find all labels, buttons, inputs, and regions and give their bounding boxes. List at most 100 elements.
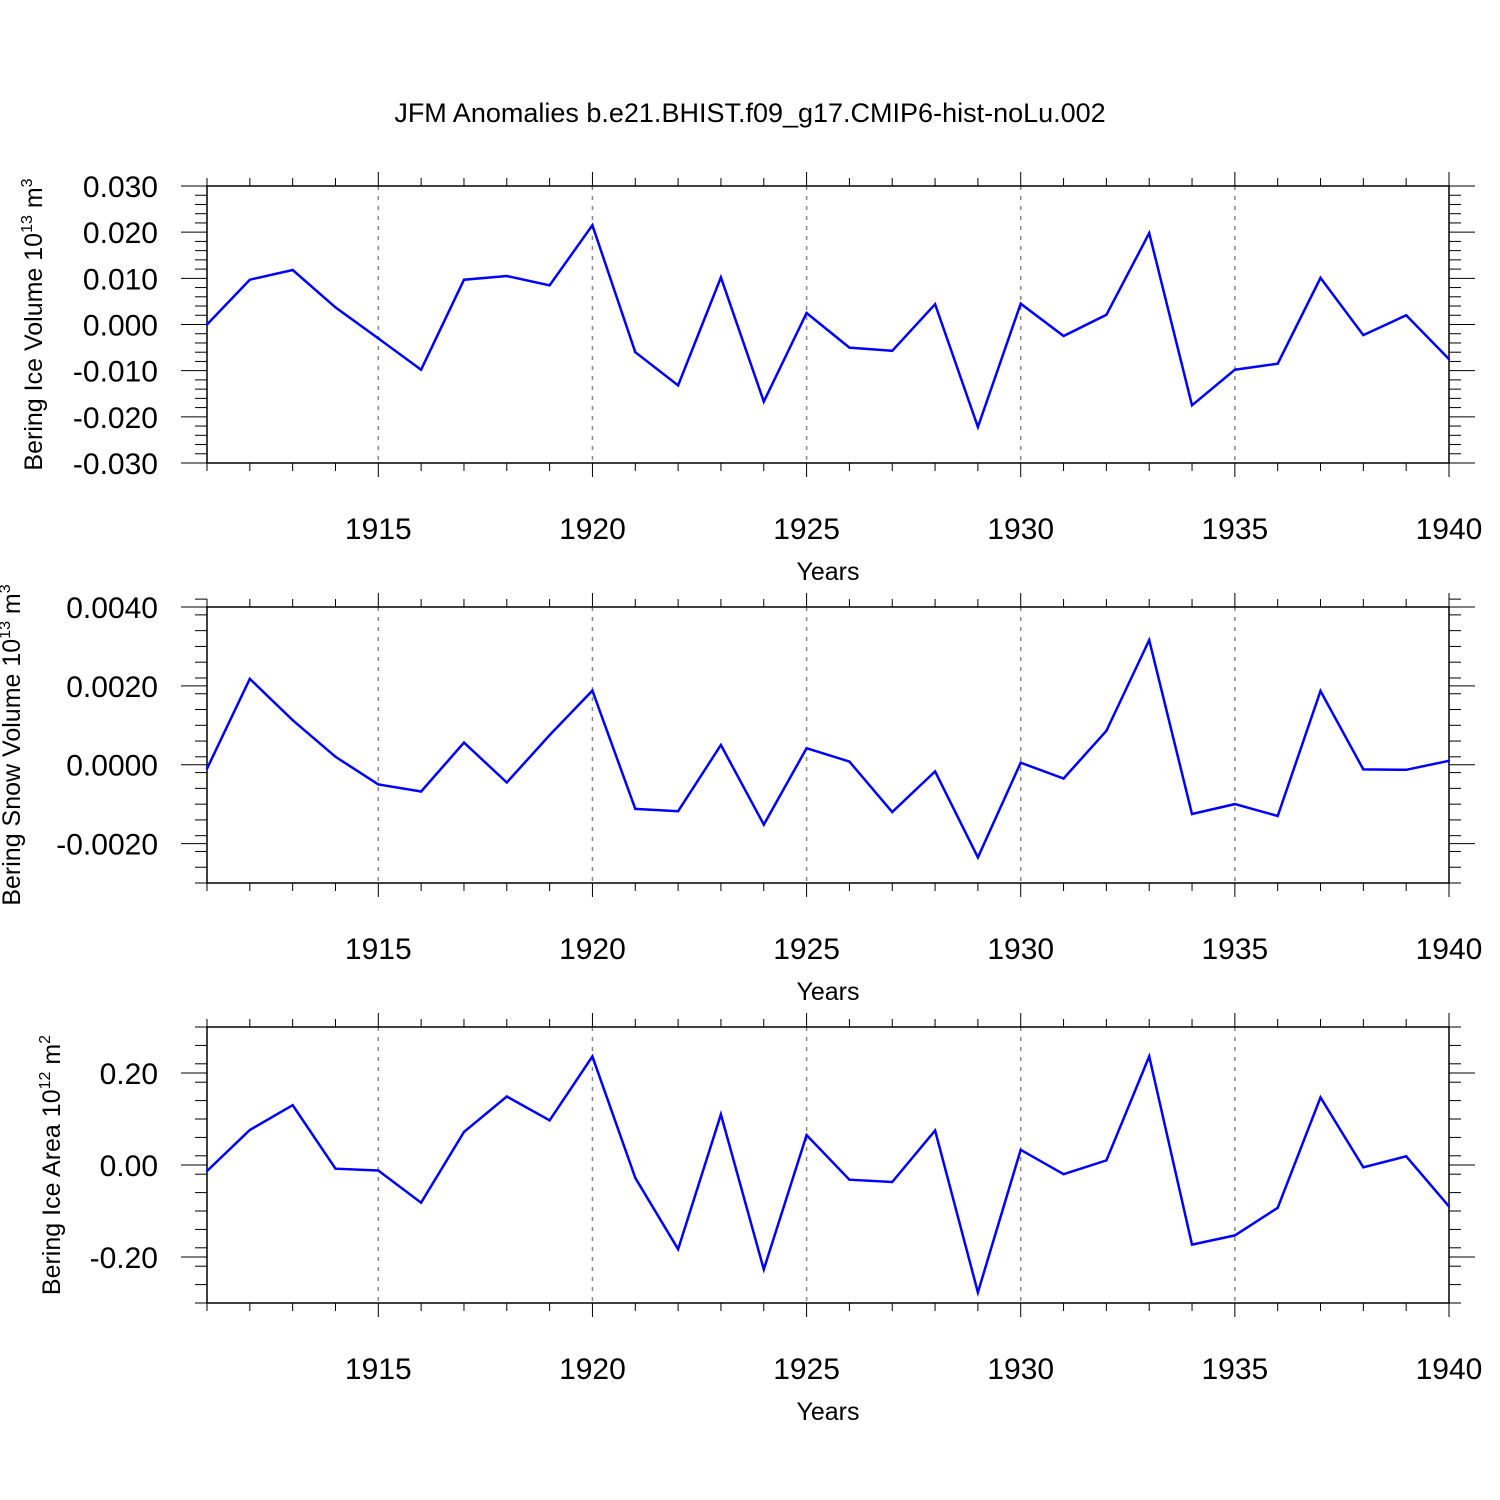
data-point bbox=[505, 274, 508, 278]
data-point bbox=[1362, 333, 1365, 337]
x-tick-label: 1915 bbox=[345, 1353, 412, 1386]
data-point bbox=[548, 733, 551, 737]
data-point bbox=[805, 1133, 808, 1137]
data-point bbox=[505, 1095, 508, 1098]
y-tick-label: 0.0040 bbox=[66, 592, 158, 625]
data-point bbox=[933, 1129, 937, 1132]
data-point bbox=[719, 743, 723, 747]
data-point bbox=[634, 807, 637, 811]
data-point bbox=[634, 351, 637, 354]
data-point bbox=[1319, 1096, 1322, 1099]
data-point bbox=[1062, 1173, 1065, 1176]
x-tick-label: 1915 bbox=[345, 513, 412, 546]
data-point bbox=[591, 1055, 594, 1058]
data-point bbox=[1447, 357, 1451, 361]
data-point bbox=[1276, 362, 1279, 365]
x-tick-label: 1935 bbox=[1201, 933, 1268, 966]
data-point bbox=[205, 1169, 209, 1173]
data-point bbox=[1362, 768, 1365, 771]
y-axis-label: Bering Ice Volume 1013 m3 bbox=[19, 178, 48, 470]
y-tick-label: 0.20 bbox=[100, 1058, 158, 1091]
chart-panel-1: -0.030 -0.020 -0.010 0.000 0.010 0.020 0.030 19… bbox=[19, 171, 1482, 586]
data-point bbox=[205, 767, 209, 770]
x-axis-label: Years bbox=[796, 978, 859, 1006]
data-point bbox=[291, 268, 294, 272]
x-tick-label: 1925 bbox=[773, 513, 840, 546]
data-point bbox=[1319, 276, 1322, 280]
x-tick-label: 1915 bbox=[345, 933, 412, 966]
data-point bbox=[334, 755, 337, 759]
data-point bbox=[291, 718, 294, 722]
data-point bbox=[1148, 231, 1151, 235]
data-point bbox=[591, 689, 594, 692]
y-tick-label: 0.0000 bbox=[66, 750, 158, 783]
x-tick-label: 1930 bbox=[987, 1353, 1054, 1386]
data-point bbox=[976, 856, 980, 859]
y-tick-label: -0.030 bbox=[73, 448, 158, 481]
x-tick-label: 1925 bbox=[773, 933, 840, 966]
y-axis-label: Bering Ice Area 1012 m2 bbox=[37, 1035, 66, 1295]
data-point bbox=[591, 224, 594, 227]
x-tick-label: 1940 bbox=[1416, 1353, 1483, 1386]
data-point bbox=[1019, 302, 1022, 305]
data-point bbox=[462, 741, 466, 744]
x-axis-label: Years bbox=[796, 1398, 859, 1426]
data-point bbox=[1062, 777, 1065, 780]
data-point bbox=[719, 1113, 723, 1116]
data-point bbox=[1362, 1166, 1365, 1169]
data-point bbox=[334, 1167, 337, 1170]
data-point bbox=[676, 384, 680, 387]
data-point bbox=[1019, 761, 1022, 764]
data-point bbox=[762, 1268, 765, 1271]
data-point bbox=[762, 400, 765, 403]
data-point bbox=[419, 368, 423, 371]
data-point bbox=[1148, 1055, 1151, 1058]
data-point bbox=[1190, 404, 1194, 407]
x-tick-label: 1940 bbox=[1416, 933, 1483, 966]
data-point bbox=[1319, 689, 1322, 693]
y-tick-label: 0.010 bbox=[83, 263, 158, 296]
x-tick-label: 1940 bbox=[1416, 513, 1483, 546]
data-point bbox=[1019, 1148, 1022, 1152]
data-point bbox=[419, 1201, 423, 1204]
x-tick-label: 1925 bbox=[773, 1353, 840, 1386]
data-point bbox=[1233, 802, 1237, 806]
data-point bbox=[762, 823, 765, 826]
data-point bbox=[891, 810, 894, 814]
data-point bbox=[548, 1119, 551, 1122]
series-line bbox=[206, 1052, 1450, 1298]
x-tick-label: 1935 bbox=[1201, 513, 1268, 546]
data-point bbox=[933, 302, 937, 306]
x-tick-label: 1920 bbox=[559, 1353, 626, 1386]
data-point bbox=[634, 1176, 637, 1180]
data-point bbox=[891, 1180, 894, 1184]
y-axis-label: Bering Snow Volume 1013 m3 bbox=[0, 584, 26, 905]
data-point bbox=[805, 311, 808, 315]
data-point bbox=[1276, 814, 1279, 818]
plot-frame bbox=[206, 606, 1450, 884]
x-tick-label: 1930 bbox=[987, 513, 1054, 546]
y-tick-label: -0.0020 bbox=[56, 829, 158, 862]
data-point bbox=[1105, 729, 1108, 733]
data-point bbox=[291, 1104, 294, 1107]
data-point bbox=[505, 781, 508, 784]
data-point bbox=[248, 677, 252, 680]
x-axis-label: Years bbox=[796, 558, 859, 586]
y-tick-label: 0.000 bbox=[83, 310, 158, 343]
chart-panel-3: -0.20 0.00 0.20 1915 1920 1925 1930 1935 1940 Yea… bbox=[37, 1013, 1482, 1426]
data-point bbox=[205, 323, 209, 326]
y-tick-label: 0.030 bbox=[83, 171, 158, 204]
data-point bbox=[1276, 1206, 1279, 1209]
plot-frame bbox=[206, 185, 1450, 464]
data-point bbox=[719, 276, 723, 279]
data-point bbox=[676, 810, 680, 813]
y-tick-label: 0.00 bbox=[100, 1150, 158, 1183]
x-tick-label: 1930 bbox=[987, 933, 1054, 966]
data-point bbox=[848, 1178, 851, 1181]
data-point bbox=[1404, 314, 1408, 317]
chart-panel-2: -0.0020 0.0000 0.0020 0.0040 1915 1920 1925 193… bbox=[0, 584, 1482, 1006]
x-tick-label: 1920 bbox=[559, 933, 626, 966]
series-line bbox=[206, 222, 1450, 431]
y-tick-label: 0.020 bbox=[83, 217, 158, 250]
data-point bbox=[462, 278, 466, 281]
